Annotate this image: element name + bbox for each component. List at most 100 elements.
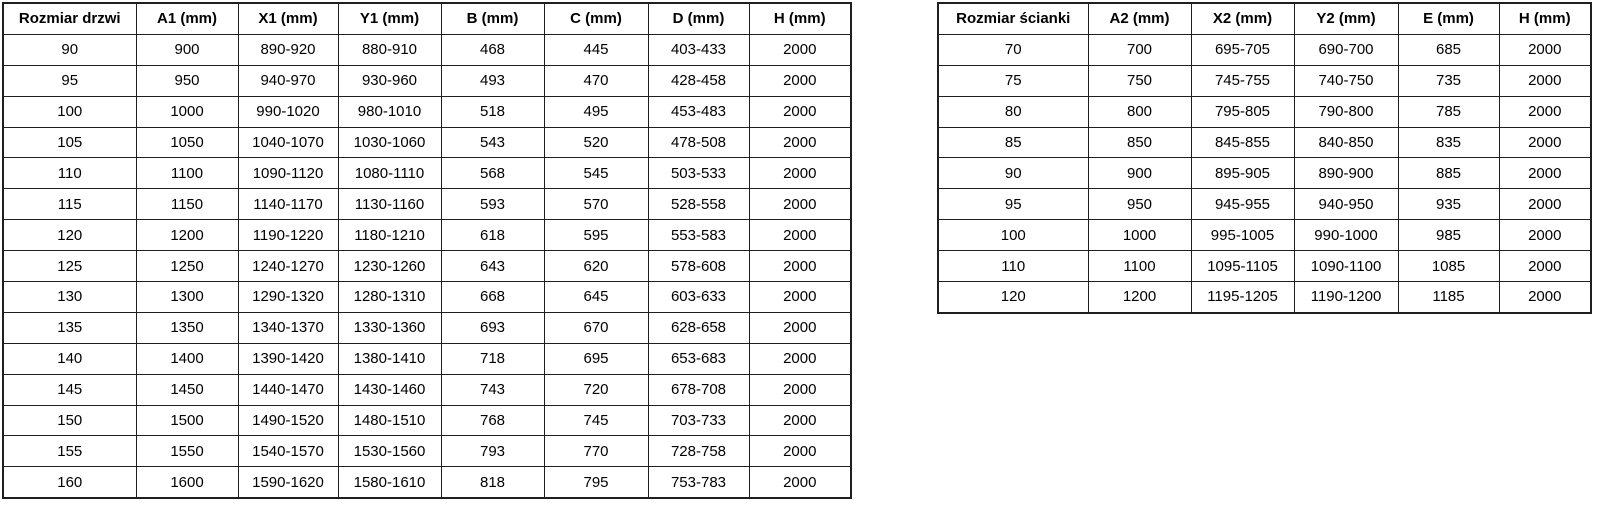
table-cell: 100 <box>2 95 137 128</box>
table-row: 120 1200 1195-1205 1190-1200 1185 2000 <box>937 281 1592 314</box>
table-cell: 1490-1520 <box>237 404 339 437</box>
table-cell: 528-558 <box>647 188 750 221</box>
table-cell: 695-705 <box>1190 33 1295 66</box>
table-cell: 995-1005 <box>1190 219 1295 252</box>
table-cell: 2000 <box>1498 64 1592 97</box>
table-cell: 453-483 <box>647 95 750 128</box>
table-cell: 1250 <box>135 250 239 283</box>
table-cell: 668 <box>440 281 545 313</box>
table-cell: 80 <box>937 95 1089 128</box>
table-cell: 2000 <box>748 435 852 468</box>
table-cell: 818 <box>440 466 545 499</box>
table-row: 75 750 745-755 740-750 735 2000 <box>937 64 1592 97</box>
table-cell: 793 <box>440 435 545 468</box>
table-cell: 795 <box>543 466 649 499</box>
table-cell: 603-633 <box>647 281 750 313</box>
table-row: 85 850 845-855 840-850 835 2000 <box>937 126 1592 159</box>
table-cell: 1090-1100 <box>1293 250 1399 283</box>
table-cell: 1380-1410 <box>337 342 442 375</box>
table-cell: 2000 <box>1498 188 1592 221</box>
header-cell: E (mm) <box>1397 2 1500 35</box>
table-row: 110 1100 1095-1105 1090-1100 1085 2000 <box>937 250 1592 283</box>
table-cell: 135 <box>2 311 137 344</box>
table-cell: 85 <box>937 126 1089 159</box>
table-cell: 2000 <box>1498 33 1592 66</box>
header-cell: B (mm) <box>440 2 545 35</box>
table-cell: 935 <box>1397 188 1500 221</box>
table-cell: 2000 <box>748 466 852 499</box>
table-cell: 1540-1570 <box>237 435 339 468</box>
table-cell: 653-683 <box>647 342 750 375</box>
table-cell: 518 <box>440 95 545 128</box>
table-cell: 1140-1170 <box>237 188 339 221</box>
table-cell: 1330-1360 <box>337 311 442 344</box>
table-cell: 800 <box>1087 95 1192 128</box>
table-row: 80 800 795-805 790-800 785 2000 <box>937 95 1592 128</box>
table-cell: 1100 <box>135 157 239 190</box>
table-cell: 2000 <box>748 64 852 97</box>
table-cell: 1480-1510 <box>337 404 442 437</box>
door-table-body: 90 900 890-920 880-910 468 445 403-433 2000 95 95… <box>2 33 852 499</box>
table-cell: 945-955 <box>1190 188 1295 221</box>
table-cell: 703-733 <box>647 404 750 437</box>
table-cell: 160 <box>2 466 137 499</box>
table-cell: 468 <box>440 33 545 66</box>
table-cell: 1430-1460 <box>337 373 442 406</box>
table-cell: 2000 <box>1498 219 1592 252</box>
table-cell: 90 <box>937 157 1089 190</box>
table-row: 140 1400 1390-1420 1380-1410 718 695 653-683 20… <box>2 342 852 375</box>
table-row: 125 1250 1240-1270 1230-1260 643 620 578-608 20… <box>2 250 852 283</box>
table-cell: 2000 <box>1498 157 1592 190</box>
table-cell: 2000 <box>1498 95 1592 128</box>
table-cell: 2000 <box>748 342 852 375</box>
table-row: 100 1000 990-1020 980-1010 518 495 453-483 2000 <box>2 95 852 128</box>
table-cell: 678-708 <box>647 373 750 406</box>
table-cell: 850 <box>1087 126 1192 159</box>
table-cell: 1240-1270 <box>237 250 339 283</box>
table-cell: 768 <box>440 404 545 437</box>
table-cell: 2000 <box>748 157 852 190</box>
table-cell: 478-508 <box>647 126 750 159</box>
table-cell: 745-755 <box>1190 64 1295 97</box>
table-cell: 503-533 <box>647 157 750 190</box>
table-cell: 2000 <box>748 95 852 128</box>
table-cell: 940-970 <box>237 64 339 97</box>
table-cell: 1580-1610 <box>337 466 442 499</box>
table-row: 150 1500 1490-1520 1480-1510 768 745 703-733 20… <box>2 404 852 437</box>
header-cell: Rozmiar ścianki <box>937 2 1089 35</box>
table-cell: 990-1000 <box>1293 219 1399 252</box>
table-cell: 790-800 <box>1293 95 1399 128</box>
table-cell: 1095-1105 <box>1190 250 1295 283</box>
table-cell: 105 <box>2 126 137 159</box>
table-cell: 620 <box>543 250 649 283</box>
header-cell: Y2 (mm) <box>1293 2 1399 35</box>
header-cell: H (mm) <box>1498 2 1592 35</box>
table-cell: 2000 <box>748 311 852 344</box>
table-cell: 570 <box>543 188 649 221</box>
wall-table-head: Rozmiar ścianki A2 (mm) X2 (mm) Y2 (mm) E (m… <box>937 2 1592 35</box>
table-cell: 835 <box>1397 126 1500 159</box>
table-cell: 568 <box>440 157 545 190</box>
table-cell: 685 <box>1397 33 1500 66</box>
header-cell: Y1 (mm) <box>337 2 442 35</box>
table-cell: 95 <box>937 188 1089 221</box>
table-cell: 115 <box>2 188 137 221</box>
header-cell: H (mm) <box>748 2 852 35</box>
table-cell: 950 <box>1087 188 1192 221</box>
door-size-table: Rozmiar drzwi A1 (mm) X1 (mm) Y1 (mm) B (mm)… <box>2 2 852 500</box>
header-cell: A2 (mm) <box>1087 2 1192 35</box>
table-cell: 403-433 <box>647 33 750 66</box>
table-cell: 120 <box>2 219 137 252</box>
wall-table-body: 70 700 695-705 690-700 685 2000 75 750 745-755 74… <box>937 33 1592 314</box>
table-cell: 1030-1060 <box>337 126 442 159</box>
table-cell: 930-960 <box>337 64 442 97</box>
table-cell: 840-850 <box>1293 126 1399 159</box>
table-cell: 2000 <box>748 250 852 283</box>
table-cell: 735 <box>1397 64 1500 97</box>
table-cell: 980-1010 <box>337 95 442 128</box>
table-cell: 940-950 <box>1293 188 1399 221</box>
table-cell: 2000 <box>1498 126 1592 159</box>
table-row: 155 1550 1540-1570 1530-1560 793 770 728-758 20… <box>2 435 852 468</box>
table-cell: 543 <box>440 126 545 159</box>
